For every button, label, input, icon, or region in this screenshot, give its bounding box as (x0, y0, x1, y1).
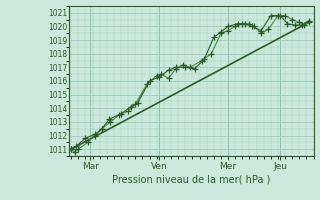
X-axis label: Pression niveau de la mer( hPa ): Pression niveau de la mer( hPa ) (112, 175, 270, 185)
